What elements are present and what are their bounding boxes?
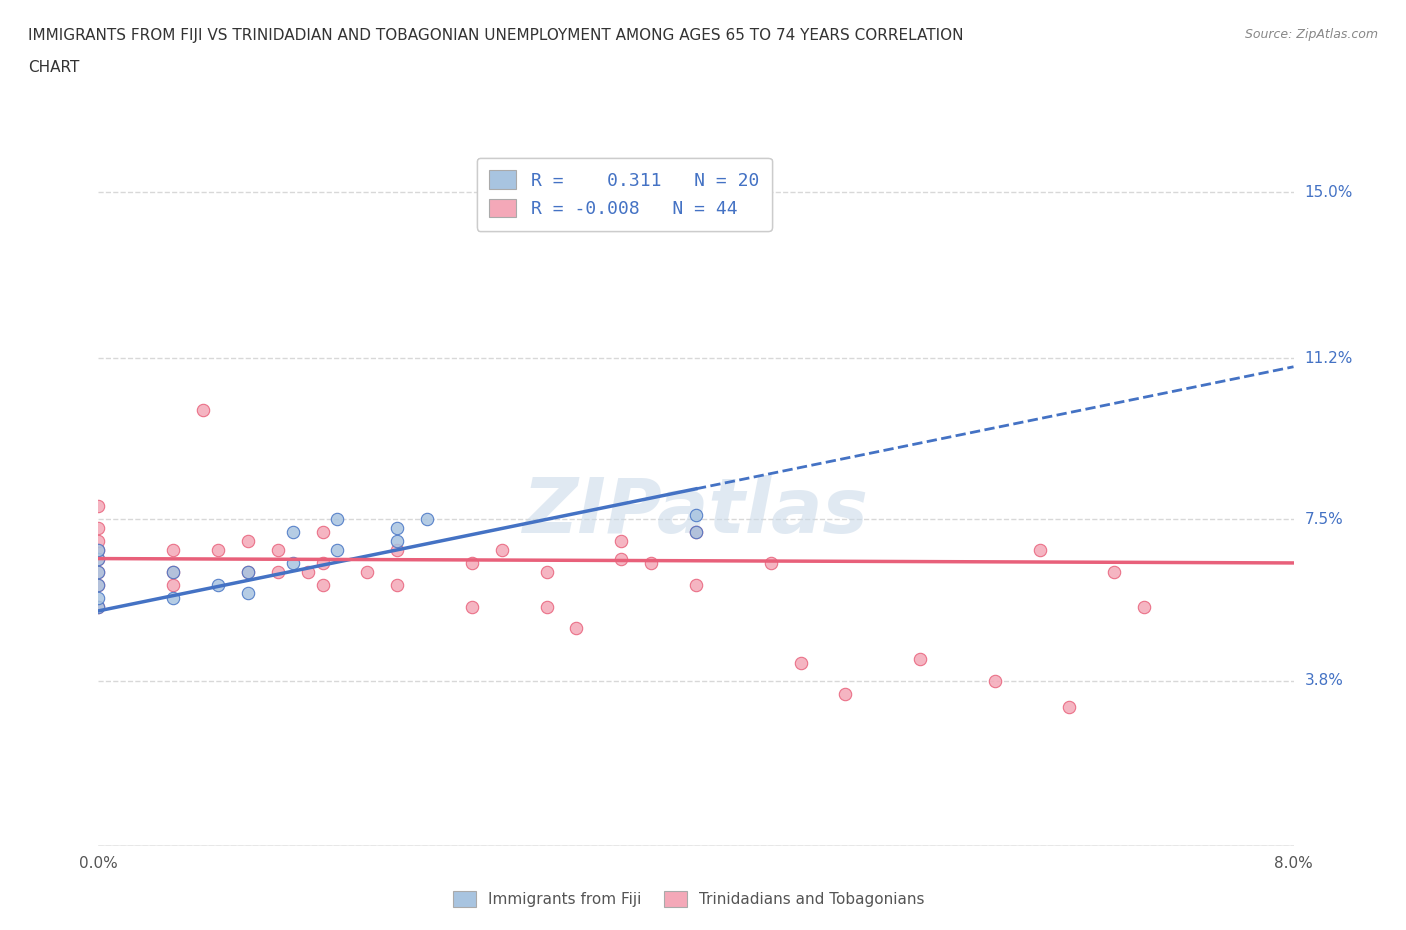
Text: 15.0%: 15.0%	[1305, 185, 1353, 200]
Point	[759, 555, 782, 570]
Point	[162, 578, 184, 592]
Legend: R =    0.311   N = 20, R = -0.008   N = 44: R = 0.311 N = 20, R = -0.008 N = 44	[477, 158, 772, 231]
Point	[640, 555, 662, 570]
Text: Source: ZipAtlas.com: Source: ZipAtlas.com	[1244, 28, 1378, 41]
Point	[834, 686, 856, 701]
Point	[416, 512, 439, 526]
Point	[191, 403, 214, 418]
Point	[87, 551, 110, 566]
Point	[610, 551, 633, 566]
Point	[87, 599, 110, 614]
Legend: Immigrants from Fiji, Trinidadians and Tobagonians: Immigrants from Fiji, Trinidadians and T…	[447, 884, 931, 913]
Point	[87, 565, 110, 579]
Point	[87, 565, 110, 579]
Point	[685, 508, 707, 523]
Point	[1133, 599, 1156, 614]
Point	[536, 599, 558, 614]
Point	[685, 525, 707, 540]
Point	[461, 555, 484, 570]
Point	[236, 565, 259, 579]
Point	[87, 542, 110, 557]
Point	[162, 591, 184, 605]
Text: 11.2%: 11.2%	[1305, 351, 1353, 365]
Point	[311, 555, 333, 570]
Point	[326, 512, 349, 526]
Point	[1059, 699, 1081, 714]
Text: 7.5%: 7.5%	[1305, 512, 1343, 527]
Point	[87, 591, 110, 605]
Point	[207, 578, 229, 592]
Point	[236, 586, 259, 601]
Point	[162, 565, 184, 579]
Point	[491, 542, 513, 557]
Point	[162, 565, 184, 579]
Point	[356, 565, 378, 579]
Point	[685, 525, 707, 540]
Point	[87, 578, 110, 592]
Point	[311, 578, 333, 592]
Point	[565, 621, 588, 636]
Point	[281, 555, 304, 570]
Point	[87, 498, 110, 513]
Point	[385, 542, 409, 557]
Point	[236, 565, 259, 579]
Point	[311, 525, 333, 540]
Point	[385, 534, 409, 549]
Point	[87, 521, 110, 536]
Point	[610, 534, 633, 549]
Point	[983, 673, 1005, 688]
Point	[236, 534, 259, 549]
Point	[789, 656, 811, 671]
Point	[162, 542, 184, 557]
Point	[1028, 542, 1050, 557]
Text: 3.8%: 3.8%	[1305, 673, 1344, 688]
Point	[87, 551, 110, 566]
Point	[385, 521, 409, 536]
Point	[1102, 565, 1125, 579]
Point	[461, 599, 484, 614]
Point	[87, 578, 110, 592]
Point	[297, 565, 319, 579]
Point	[385, 578, 409, 592]
Point	[207, 542, 229, 557]
Point	[281, 525, 304, 540]
Point	[685, 578, 707, 592]
Point	[267, 542, 290, 557]
Text: CHART: CHART	[28, 60, 80, 75]
Text: IMMIGRANTS FROM FIJI VS TRINIDADIAN AND TOBAGONIAN UNEMPLOYMENT AMONG AGES 65 TO: IMMIGRANTS FROM FIJI VS TRINIDADIAN AND …	[28, 28, 963, 43]
Point	[536, 565, 558, 579]
Point	[267, 565, 290, 579]
Point	[87, 599, 110, 614]
Text: ZIPatlas: ZIPatlas	[523, 474, 869, 549]
Point	[326, 542, 349, 557]
Point	[87, 534, 110, 549]
Point	[908, 651, 931, 666]
Point	[87, 542, 110, 557]
